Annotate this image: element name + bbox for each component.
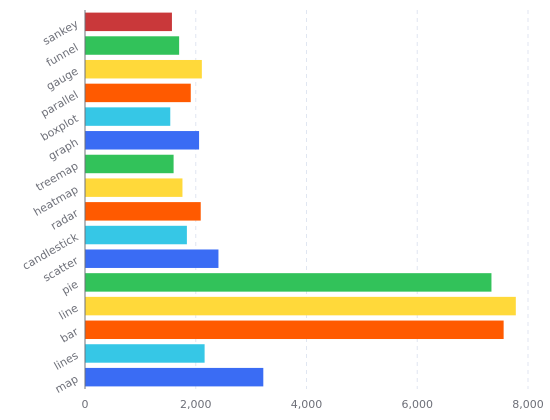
bar-gauge (85, 59, 202, 79)
bars (85, 12, 516, 387)
category-label: radar (48, 206, 80, 232)
category-label: lines (52, 349, 81, 373)
x-tick-label: 6,000 (402, 398, 434, 411)
x-axis: 0 2,000 4,000 6,000 8,000 (82, 398, 544, 411)
bar-funnel (85, 36, 180, 55)
bar-treemap (85, 154, 174, 174)
y-axis: maplinesbarlinepiescattercandlestickrada… (20, 10, 86, 396)
bar-map (85, 367, 264, 387)
x-tick-label: 2,000 (180, 398, 212, 411)
bar-scatter (85, 249, 219, 268)
x-tick-label: 0 (82, 398, 89, 411)
category-label: line (57, 301, 81, 322)
bar-heatmap (85, 178, 183, 197)
bar-parallel (85, 83, 191, 103)
bar-lines (85, 344, 205, 363)
bar-line (85, 296, 516, 316)
category-label: map (53, 372, 81, 395)
bar-pie (85, 273, 492, 292)
bar-candlestick (85, 225, 187, 245)
category-label: pie (59, 278, 80, 298)
bar-radar (85, 202, 201, 221)
bar-sankey (85, 12, 172, 32)
category-label: bar (58, 325, 81, 346)
bar-graph (85, 131, 200, 150)
x-tick-label: 8,000 (512, 398, 544, 411)
bar-bar (85, 320, 504, 340)
x-tick-label: 4,000 (291, 398, 323, 411)
bar-boxplot (85, 107, 171, 126)
